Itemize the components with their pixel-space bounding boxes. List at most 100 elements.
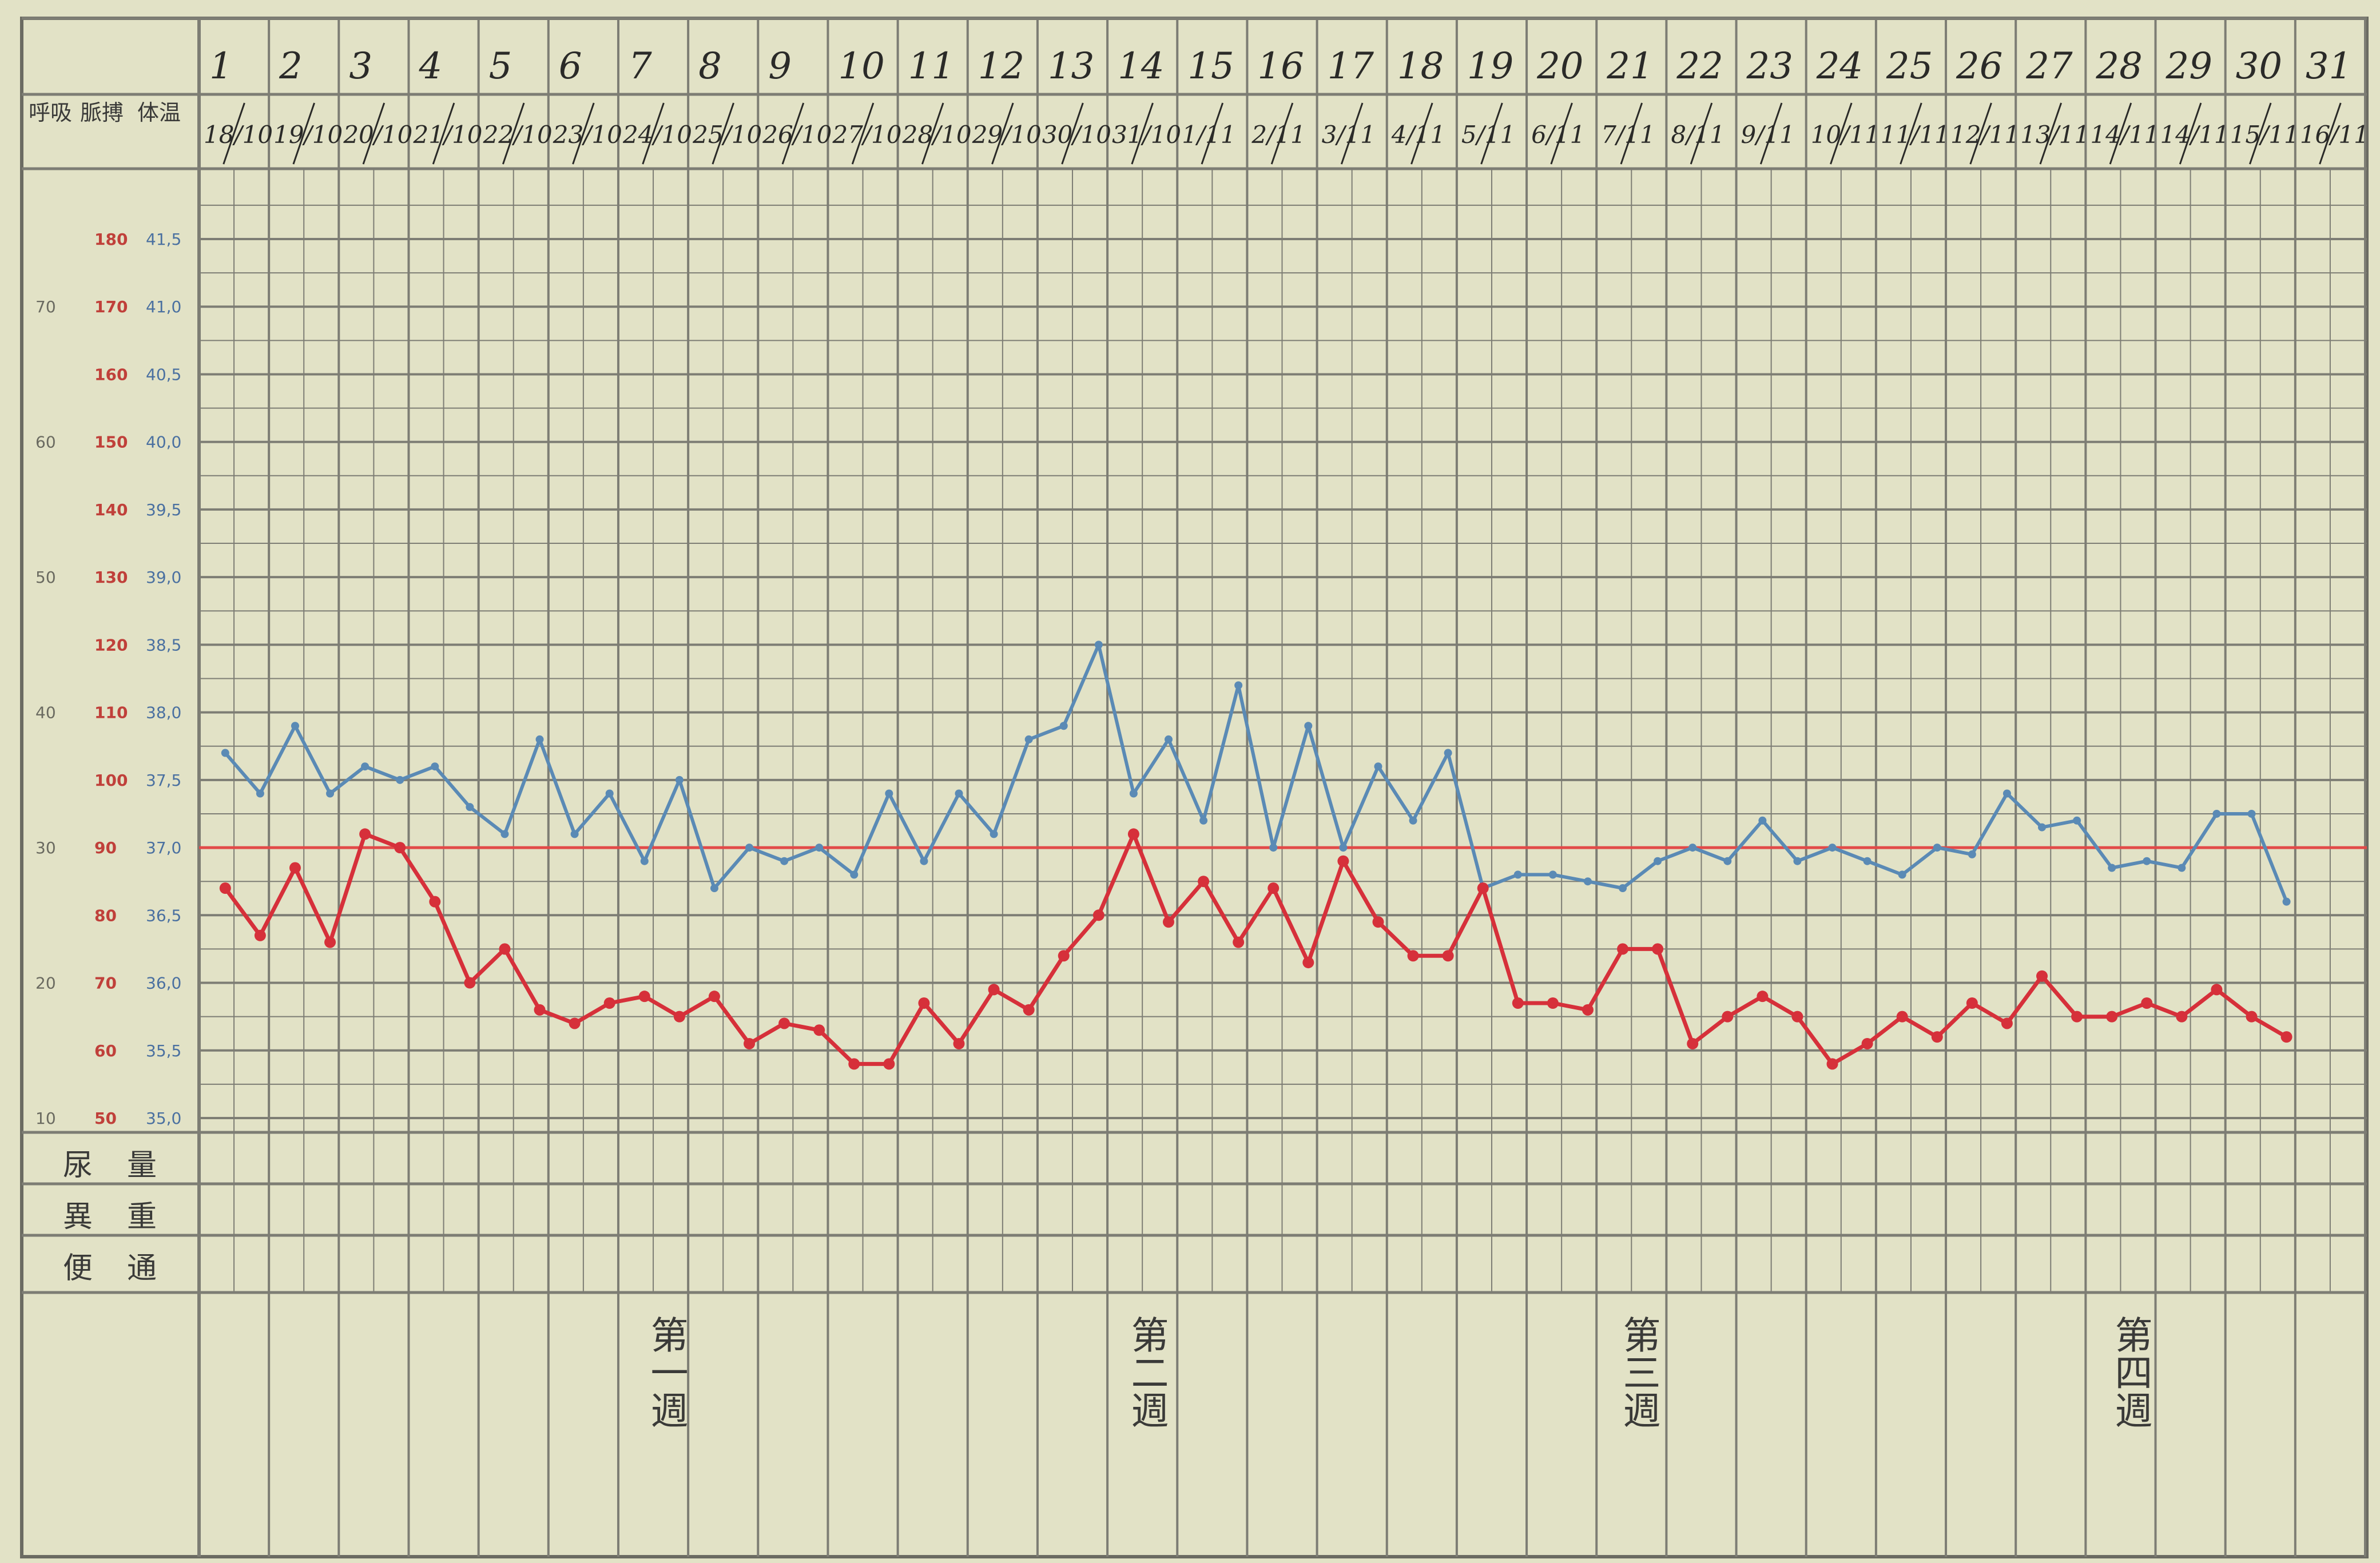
pulse-point (289, 862, 301, 874)
date-slash (642, 102, 665, 165)
pulse-point (1442, 950, 1454, 962)
temperature-tick: 36,0 (146, 974, 181, 993)
temperature-point (1339, 844, 1348, 852)
temperature-point (1304, 722, 1313, 730)
pulse-point (1896, 1011, 1908, 1023)
date-slash (1480, 102, 1503, 165)
day-number: 20 (1536, 45, 1583, 88)
temperature-point (1863, 857, 1872, 865)
day-number: 22 (1676, 45, 1723, 88)
date-label: 21/10 (412, 121, 482, 149)
temperature-point (1094, 641, 1103, 649)
temperature-point (1234, 681, 1243, 690)
day-number: 30 (2236, 45, 2282, 88)
date-slash (502, 102, 525, 165)
day-number: 26 (1956, 45, 2002, 88)
temperature-point (1129, 789, 1138, 798)
date-label: 29/10 (972, 121, 1042, 149)
temperature-tick: 39,5 (146, 500, 181, 519)
pulse-point (1058, 950, 1070, 962)
temperature-point (1409, 816, 1417, 825)
pulse-point (324, 936, 336, 948)
date-slash (1550, 102, 1573, 165)
pulse-point (2176, 1011, 2188, 1023)
temperature-point (1828, 844, 1837, 852)
respiration-tick: 60 (35, 433, 56, 452)
pulse-point (1162, 916, 1174, 928)
row-stool-label: 便通 (63, 1251, 191, 1286)
temperature-point (1444, 749, 1452, 757)
date-slash (432, 102, 455, 165)
day-number: 28 (2095, 45, 2142, 88)
week-4-label: 第四週 (2109, 1315, 2153, 1429)
date-label: 19/10 (273, 121, 343, 149)
date-slash (781, 102, 805, 165)
pulse-point (1268, 882, 1280, 894)
pulse-point (1931, 1031, 1943, 1043)
pulse-point (1127, 828, 1139, 840)
day-number: 29 (2166, 45, 2212, 88)
day-number: 2 (279, 45, 303, 88)
day-number: 25 (1886, 45, 1933, 88)
temperature-point (1619, 884, 1627, 893)
pulse-point (2246, 1011, 2258, 1023)
temperature-tick: 39,0 (146, 568, 181, 587)
pulse-tick: 80 (94, 906, 117, 925)
respiration-tick: 70 (35, 297, 56, 316)
day-number: 9 (768, 45, 792, 88)
day-number: 13 (1048, 45, 1094, 88)
day-number: 19 (1467, 45, 1513, 88)
temperature-point (1199, 816, 1208, 825)
date-slash (2109, 102, 2132, 165)
day-number: 6 (559, 45, 582, 88)
day-number: 24 (1816, 45, 1863, 88)
pulse-tick: 170 (94, 297, 128, 316)
temperature-point (1513, 870, 1522, 879)
day-number: 1 (209, 45, 233, 88)
date-slash (1270, 102, 1294, 165)
pulse-point (1337, 855, 1349, 867)
day-number: 3 (349, 45, 372, 88)
pulse-point (2106, 1011, 2118, 1023)
pulse-point (1512, 997, 1524, 1009)
day-number: 4 (418, 45, 442, 88)
temperature-point (2247, 809, 2256, 818)
date-slash (2179, 102, 2202, 165)
temperature-point (1583, 877, 1592, 886)
pulse-tick: 160 (94, 365, 128, 384)
pulse-point (1791, 1011, 1803, 1023)
date-label: 26/10 (762, 121, 832, 149)
pulse-point (1372, 916, 1384, 928)
date-slash (1690, 102, 1713, 165)
temperature-point (1059, 722, 1068, 730)
temperature-point (1758, 816, 1767, 825)
temperature-tick: 37,5 (146, 771, 181, 790)
temperature-point (780, 857, 789, 865)
pulse-point (1023, 1004, 1035, 1016)
pulse-point (2211, 984, 2223, 996)
pulse-point (569, 1017, 581, 1029)
temperature-point (955, 789, 963, 798)
respiration-tick: 30 (35, 838, 56, 857)
temperature-point (605, 789, 614, 798)
y-axis-labels: 35,0 50 35,5 60 36,0 70 36,5 80 37,0 90 37,5 100 38,… (35, 230, 181, 1128)
temperature-point (1548, 870, 1557, 879)
pulse-point (359, 828, 371, 840)
temperature-point (850, 870, 859, 879)
date-label: 12/11 (1950, 121, 2020, 149)
pulse-series-line (223, 832, 2288, 1066)
pulse-point (534, 1004, 546, 1016)
temperature-tick: 38,0 (146, 703, 181, 722)
date-slash (2319, 102, 2342, 165)
date-slash (921, 102, 944, 165)
pulse-point (1757, 991, 1769, 1003)
pulse-point (1652, 943, 1664, 955)
temperature-point (1024, 735, 1033, 743)
pulse-tick: 110 (94, 703, 128, 722)
temperature-point (1793, 857, 1802, 865)
pulse-point (2071, 1011, 2083, 1023)
pulse-point (1582, 1004, 1594, 1016)
pulse-point (1302, 957, 1314, 969)
temperature-point (2108, 864, 2116, 872)
